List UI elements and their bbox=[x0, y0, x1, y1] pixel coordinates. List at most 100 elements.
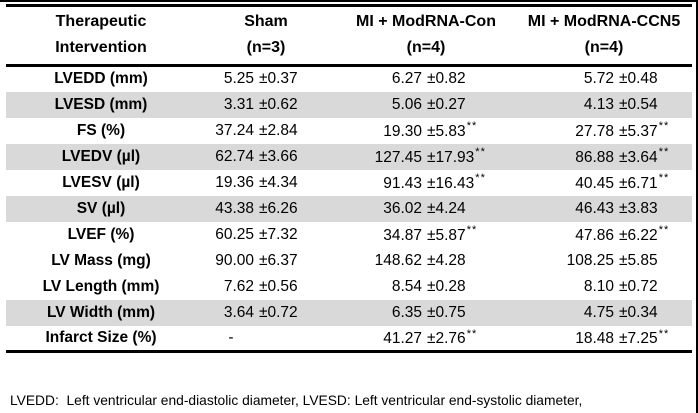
value-sd: ±4.24 bbox=[427, 199, 466, 217]
value-mean: 5.06 bbox=[391, 95, 422, 113]
value-mean: 108.25 bbox=[566, 251, 614, 269]
row-label: LV Length (mm) bbox=[42, 277, 160, 295]
table-row: LVEDD (mm) 5.25 ±0.37 6.27 ±0.82 5.72 ±0.48 bbox=[6, 66, 692, 92]
row-label: LVEF (%) bbox=[67, 225, 135, 243]
value-sd: ±0.56 bbox=[259, 277, 298, 295]
value-mean: 19.36 bbox=[215, 173, 254, 191]
value-sd: ±6.26 bbox=[259, 199, 298, 217]
value-mean: 8.10 bbox=[583, 277, 614, 295]
significance-marker: ** bbox=[658, 146, 670, 159]
value-sd: ±7.32 bbox=[259, 225, 298, 243]
value-sd: ±0.48 bbox=[619, 70, 658, 88]
value-cell: 37.24 ±2.84 bbox=[196, 118, 336, 144]
value-sd: ±0.28 bbox=[427, 277, 466, 295]
value-sd: ±0.27 bbox=[427, 95, 466, 113]
header-row: Therapeutic Intervention Sham (n=3) MI +… bbox=[6, 6, 692, 66]
value-mean: 46.43 bbox=[575, 199, 614, 217]
value-cell: 90.00 ±6.37 bbox=[196, 248, 336, 274]
significance-marker: ** bbox=[658, 327, 670, 340]
value-cell: 86.88 ±3.64** bbox=[516, 144, 692, 170]
table-row: LVESD (mm) 3.31 ±0.62 5.06 ±0.27 4.13 ±0.54 bbox=[6, 91, 692, 118]
significance-marker: ** bbox=[658, 172, 670, 185]
value-mean: 86.88 bbox=[575, 148, 614, 166]
value-cell: 6.27 ±0.82 bbox=[336, 66, 516, 92]
table-container: Therapeutic Intervention Sham (n=3) MI +… bbox=[6, 4, 692, 413]
value-sd: ±5.83 bbox=[427, 122, 466, 140]
significance-marker: ** bbox=[466, 224, 478, 237]
significance-marker: ** bbox=[658, 120, 670, 133]
row-label: LVESV (µl) bbox=[62, 173, 140, 191]
value-mean: 60.25 bbox=[215, 225, 254, 243]
row-label: LVEDV (µl) bbox=[61, 147, 141, 165]
table-row: SV (µl) 43.38 ±6.26 36.02 ±4.24 46.43 ±3.83 bbox=[6, 195, 692, 222]
table-row: LVEF (%) 60.25 ±7.32 34.87 ±5.87** 47.86 ±6.22… bbox=[6, 222, 692, 248]
value-sd: ±3.83 bbox=[619, 199, 658, 217]
header-therapeutic-intervention: Therapeutic Intervention bbox=[6, 6, 196, 66]
top-frame-line bbox=[0, 0, 698, 2]
value-sd: ±6.71 bbox=[619, 174, 658, 192]
value-mean: 148.62 bbox=[374, 251, 422, 269]
value-sd: ±5.37 bbox=[619, 122, 658, 140]
row-label: SV (µl) bbox=[76, 199, 126, 217]
value-mean: 34.87 bbox=[383, 226, 422, 244]
value-cell: 60.25 ±7.32 bbox=[196, 222, 336, 248]
value-sd: ±5.87 bbox=[427, 226, 466, 244]
value-sd: ±0.72 bbox=[259, 303, 298, 321]
group-n: (n=4) bbox=[584, 39, 624, 56]
value-mean: 90.00 bbox=[215, 251, 254, 269]
value-sd: ±3.66 bbox=[259, 147, 298, 165]
value-sd: ±0.62 bbox=[259, 95, 298, 113]
value-cell: 19.30 ±5.83** bbox=[336, 118, 516, 144]
value-cell: 34.87 ±5.87** bbox=[336, 222, 516, 248]
row-label: LV Mass (mg) bbox=[51, 251, 151, 269]
value-cell: 8.10 ±0.72 bbox=[516, 274, 692, 300]
value-cell: 4.13 ±0.54 bbox=[516, 92, 692, 118]
right-frame-line bbox=[696, 0, 698, 413]
value-mean: - bbox=[228, 328, 234, 346]
value-sd: ±6.37 bbox=[259, 251, 298, 269]
value-cell: 6.35 ±0.75 bbox=[336, 300, 516, 326]
group-n: (n=4) bbox=[406, 39, 446, 56]
value-mean: 8.54 bbox=[391, 277, 422, 295]
value-cell: 5.06 ±0.27 bbox=[336, 92, 516, 118]
value-cell: 46.43 ±3.83 bbox=[516, 196, 692, 222]
significance-marker: ** bbox=[475, 172, 486, 185]
value-sd: ±0.34 bbox=[619, 303, 658, 321]
value-cell: 41.27 ±2.76** bbox=[336, 326, 516, 352]
significance-marker: ** bbox=[466, 327, 478, 340]
value-mean: 5.72 bbox=[583, 70, 614, 88]
value-sd: ±5.85 bbox=[619, 251, 658, 269]
value-sd: ±0.72 bbox=[619, 277, 658, 295]
group-name: Sham bbox=[244, 13, 288, 30]
value-sd: ±7.25 bbox=[619, 329, 658, 347]
group-n: (n=3) bbox=[246, 39, 286, 56]
therapeutic-intervention-table: Therapeutic Intervention Sham (n=3) MI +… bbox=[6, 4, 692, 353]
header-line: Therapeutic bbox=[55, 13, 147, 30]
value-mean: 27.78 bbox=[575, 122, 614, 140]
value-mean: 62.74 bbox=[215, 147, 254, 165]
table-row: LV Width (mm) 3.64 ±0.72 6.35 ±0.75 4.75 ±0.34 bbox=[6, 299, 692, 326]
table-row: LV Mass (mg) 90.00 ±6.37 148.62 ±4.28 108.25 ±… bbox=[6, 248, 692, 274]
significance-marker: ** bbox=[475, 146, 486, 159]
value-cell: 27.78 ±5.37** bbox=[516, 118, 692, 144]
value-cell: 7.62 ±0.56 bbox=[196, 274, 336, 300]
value-mean: 3.31 bbox=[223, 95, 254, 113]
value-sd: ±17.93 bbox=[427, 148, 475, 166]
value-mean: 6.35 bbox=[391, 303, 422, 321]
value-mean: 6.27 bbox=[391, 70, 422, 88]
value-cell: 36.02 ±4.24 bbox=[336, 196, 516, 222]
value-mean: 19.30 bbox=[383, 122, 422, 140]
value-mean: 41.27 bbox=[383, 329, 422, 347]
value-mean: 5.25 bbox=[223, 70, 254, 88]
value-cell: 5.72 ±0.48 bbox=[516, 66, 692, 92]
value-cell: 8.54 ±0.28 bbox=[336, 274, 516, 300]
value-mean: 4.13 bbox=[583, 95, 614, 113]
table-body: LVEDD (mm) 5.25 ±0.37 6.27 ±0.82 5.72 ±0.48 LVE… bbox=[6, 66, 692, 352]
header-sham: Sham (n=3) bbox=[196, 6, 336, 66]
group-name: MI + ModRNA-Con bbox=[356, 13, 496, 30]
value-mean: 36.02 bbox=[383, 199, 422, 217]
row-label: LVESD (mm) bbox=[54, 95, 148, 113]
value-cell: 5.25 ±0.37 bbox=[196, 66, 336, 92]
row-label: LV Width (mm) bbox=[46, 303, 156, 321]
